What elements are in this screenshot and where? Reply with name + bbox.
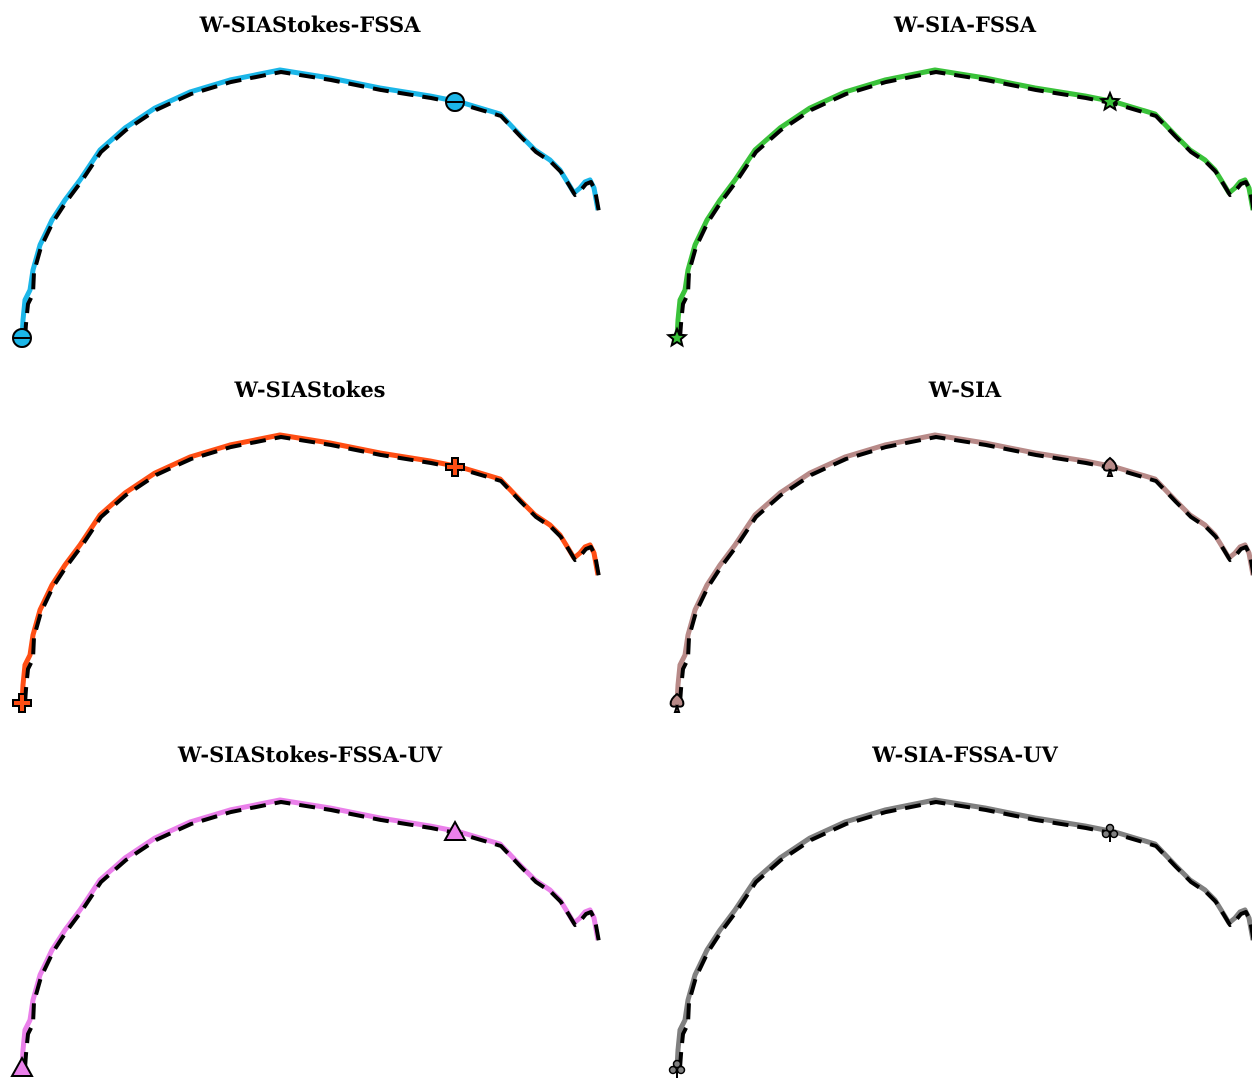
series-line-simulated [674,432,1252,704]
panel-w-siastokes-fssa: W-SIAStokes-FSSA [0,0,620,355]
star-icon [665,326,689,348]
triangle-icon [443,819,467,841]
series-line-reference [23,70,601,339]
series-line-simulated [19,797,601,1069]
series-line-reference [23,435,601,704]
series-markers [668,823,1119,1078]
series-markers [669,456,1118,713]
series-line-simulated [19,67,601,339]
profile-chart [665,67,1252,348]
panel-title: W-SIA [928,377,1002,402]
panel-w-sia-fssa-uv: W-SIA-FSSA-UV [655,730,1252,1085]
club-icon [668,1059,686,1078]
club-icon [1101,823,1119,842]
star-icon [1098,90,1122,112]
spade-icon [1102,456,1118,477]
series-line-simulated [674,797,1252,1069]
profile-chart [12,432,601,713]
series-line-reference [678,70,1252,339]
panel-title: W-SIAStokes-FSSA [199,12,421,37]
series-line-reference [678,435,1252,704]
panel-title: W-SIA-FSSA-UV [872,742,1058,767]
series-markers [12,92,465,348]
panel-title: W-SIAStokes [234,377,386,402]
series-line-simulated [674,67,1252,339]
triangle-icon [10,1055,34,1077]
panel-w-sia-fssa: W-SIA-FSSA [655,0,1252,355]
series-markers [10,819,467,1077]
profile-chart [12,67,601,348]
series-markers [665,90,1122,348]
panel-w-sia: W-SIA [655,365,1252,720]
series-line-reference [23,800,601,1069]
profile-chart [668,797,1252,1078]
series-line-simulated [19,432,601,704]
panel-w-siastokes-fssa-uv: W-SIAStokes-FSSA-UV [0,730,620,1085]
profile-chart [669,432,1252,713]
plus-icon [12,693,32,713]
profile-chart [10,797,601,1077]
panel-title: W-SIA-FSSA [893,12,1037,37]
panel-title: W-SIAStokes-FSSA-UV [177,742,443,767]
series-markers [12,457,465,713]
panel-w-siastokes: W-SIAStokes [0,365,620,720]
plus-icon [445,457,465,477]
spade-icon [669,692,685,713]
series-line-reference [678,800,1252,1069]
